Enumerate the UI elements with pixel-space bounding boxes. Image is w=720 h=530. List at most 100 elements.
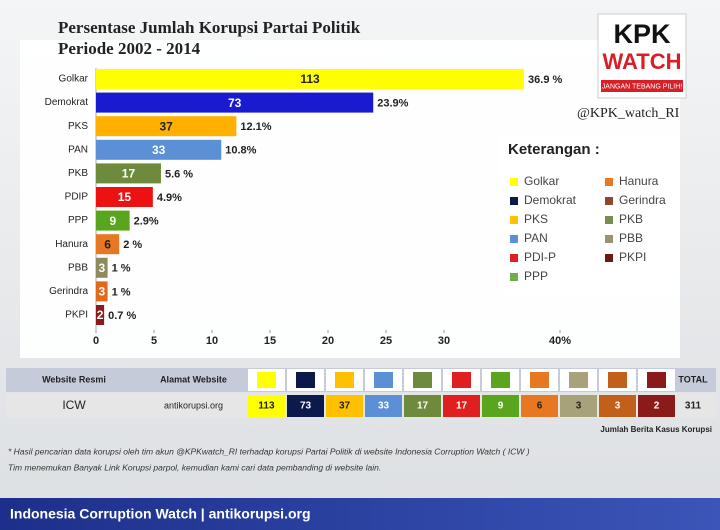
count-cell [404, 395, 441, 417]
count-cell [482, 395, 519, 417]
count-cell [521, 395, 558, 417]
value-label: 5.6 % [165, 168, 193, 180]
legend-swatch [510, 254, 518, 262]
table-cell: 113 [258, 401, 275, 412]
category-label: PAN [68, 144, 88, 155]
footer: Indonesia Corruption Watch | antikorupsi… [10, 506, 311, 522]
legend-swatch [510, 273, 518, 281]
legend-title: Keterangan : [508, 141, 600, 158]
logo-band [601, 80, 683, 92]
party-logo-icon [491, 372, 510, 388]
legend-label: PDI-P [524, 250, 556, 264]
table-cell: antikorupsi.org [164, 400, 223, 410]
value-label: 10.8% [225, 145, 256, 157]
category-label: PDIP [65, 192, 89, 203]
x-tick-label: 0 [93, 335, 99, 347]
title: Periode 2002 - 2014 [58, 39, 201, 58]
count-label: 9 [109, 214, 116, 228]
table-cell: 3 [576, 401, 582, 412]
bar [96, 187, 153, 207]
legend-label: Gerindra [619, 193, 666, 207]
value-label: 1 % [112, 286, 131, 298]
legend-swatch [605, 235, 613, 243]
count-cell [599, 395, 636, 417]
table-cell: 311 [685, 401, 702, 412]
note: Tim menemukan Banyak Link Korupsi parpol… [8, 462, 381, 472]
value-label: 2.9% [134, 216, 159, 228]
bar [96, 116, 237, 137]
logo-text: KPK [613, 19, 671, 49]
value-label: 36.9 % [528, 74, 562, 86]
party-logo-icon [413, 372, 432, 388]
legend-label: PKPI [619, 250, 646, 264]
x-tick-label: 15 [264, 335, 276, 347]
footer-band [0, 498, 720, 530]
party-logo-icon [335, 372, 354, 388]
party-logo-icon [296, 372, 315, 388]
legend-label: PKB [619, 212, 643, 226]
category-label: Demokrat [45, 97, 89, 108]
legend-label: PBB [619, 231, 643, 245]
bar [96, 281, 108, 302]
legend-label: PKS [524, 212, 548, 226]
bar [96, 257, 108, 278]
table-cell: 17 [417, 401, 429, 412]
bar [96, 210, 130, 231]
table-cell: 17 [456, 401, 468, 412]
x-tick-label: 40% [549, 335, 571, 347]
count-label: 17 [122, 167, 136, 181]
category-label: PKB [68, 168, 88, 179]
party-logo-icon [374, 372, 393, 388]
value-label: 2 % [123, 239, 142, 251]
legend-swatch [605, 216, 613, 224]
legend-label: Hanura [619, 174, 659, 188]
category-label: Gerindra [49, 286, 88, 297]
table-cell: 9 [498, 401, 504, 412]
legend-swatch [510, 178, 518, 186]
count-label: 113 [300, 72, 320, 86]
party-logo-icon [257, 372, 276, 388]
legend-label: Golkar [524, 174, 559, 188]
logo-text: JANGAN TEBANG PILIH! [602, 83, 682, 90]
value-label: 4.9% [157, 192, 182, 204]
bar [96, 163, 161, 184]
count-cell [638, 395, 675, 417]
legend-swatch [605, 197, 613, 205]
count-label: 37 [160, 119, 174, 133]
legend-label: Demokrat [524, 193, 577, 207]
bar [96, 305, 105, 325]
table-header: Alamat Website [160, 374, 227, 384]
category-label: PKS [68, 121, 88, 132]
handle: @KPK_watch_RI [577, 106, 680, 121]
legend-swatch [510, 197, 518, 205]
bar [96, 92, 374, 113]
table-cell: 37 [339, 401, 351, 412]
legend-label: PAN [524, 231, 548, 245]
count-label: 73 [228, 96, 242, 110]
title: Persentase Jumlah Korupsi Partai Politik [58, 18, 361, 37]
count-label: 3 [98, 261, 105, 275]
category-label: PPP [68, 215, 88, 226]
count-cell [560, 395, 597, 417]
legend-label: PPP [524, 269, 548, 283]
table-cell: 3 [615, 401, 621, 412]
table-cell: 33 [378, 401, 390, 412]
table-header: TOTAL [678, 374, 708, 384]
x-tick-label: 10 [206, 335, 218, 347]
x-tick-label: 30 [438, 335, 450, 347]
x-tick-label: 25 [380, 335, 392, 347]
x-tick-label: 5 [151, 335, 157, 347]
count-label: 2 [97, 308, 104, 322]
table-cell: 2 [654, 401, 660, 412]
table-caption: Jumlah Berita Kasus Korupsi [600, 425, 712, 434]
bar [96, 139, 222, 160]
count-cell [248, 395, 285, 417]
party-logo-icon [569, 372, 588, 388]
table-header: Website Resmi [42, 374, 106, 384]
value-label: 23.9% [377, 98, 408, 110]
category-label: PBB [68, 262, 88, 273]
value-label: 1 % [112, 263, 131, 275]
note: * Hasil pencarian data korupsi oleh tim … [8, 446, 530, 456]
party-logo-icon [530, 372, 549, 388]
value-label: 0.7 % [108, 310, 136, 322]
